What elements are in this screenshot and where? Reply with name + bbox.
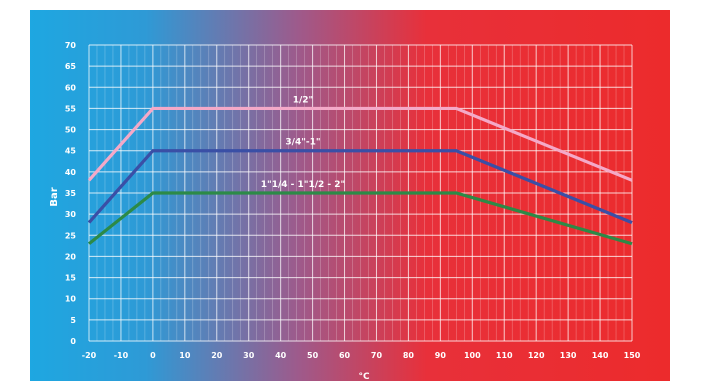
- x-tick-label: 80: [403, 351, 415, 360]
- series-label-3: 1"1/4 - 1"1/2 - 2": [261, 180, 345, 190]
- x-tick-label: 20: [211, 351, 223, 360]
- series-label-2: 3/4"-1": [285, 138, 320, 148]
- series-lines: [87, 106, 633, 246]
- series-line-1: [87, 106, 633, 182]
- series-labels: 1/2" 3/4"-1" 1"1/4 - 1"1/2 - 2": [261, 95, 345, 190]
- x-tick-labels: -20 -10 0 10 20 30 40 50 60 70 80 90 100 110 120 130 140…: [82, 351, 641, 360]
- x-tick-label: 100: [464, 351, 481, 360]
- y-tick-label: 35: [65, 189, 77, 198]
- y-tick-label: 60: [65, 83, 77, 92]
- x-tick-label: 40: [275, 351, 287, 360]
- y-tick-label: 15: [65, 274, 77, 283]
- series-line-2: [87, 149, 633, 225]
- y-tick-label: 65: [65, 62, 77, 71]
- y-tick-label: 30: [65, 210, 77, 219]
- y-axis-label: Bar: [49, 187, 60, 206]
- x-tick-label: 60: [339, 351, 351, 360]
- y-tick-label: 25: [65, 231, 77, 240]
- x-tick-label: 110: [496, 351, 513, 360]
- y-tick-label: 0: [70, 337, 76, 346]
- x-tick-label: -10: [114, 351, 129, 360]
- y-tick-label: 10: [65, 295, 77, 304]
- y-tick-label: 45: [65, 147, 77, 156]
- y-tick-label: 40: [65, 168, 77, 177]
- y-tick-labels: 0 5 10 15 20 25 30 35 40 45 50 55 60 65 70: [65, 41, 77, 346]
- x-tick-label: -20: [82, 351, 97, 360]
- x-tick-label: 0: [150, 351, 156, 360]
- x-axis-label: °C: [358, 372, 370, 381]
- y-tick-label: 20: [65, 252, 77, 261]
- x-tick-label: 90: [435, 351, 447, 360]
- x-tick-label: 120: [528, 351, 545, 360]
- y-tick-label: 5: [70, 316, 76, 325]
- x-tick-label: 140: [592, 351, 609, 360]
- series-line-3: [88, 191, 633, 246]
- y-tick-label: 70: [65, 41, 77, 50]
- x-tick-label: 70: [371, 351, 383, 360]
- y-tick-label: 50: [65, 126, 77, 135]
- series-label-1: 1/2": [293, 95, 314, 105]
- x-tick-label: 130: [560, 351, 577, 360]
- x-tick-label: 50: [307, 351, 319, 360]
- y-tick-label: 55: [65, 104, 77, 113]
- x-tick-label: 150: [624, 351, 641, 360]
- x-tick-label: 30: [243, 351, 255, 360]
- x-tick-label: 10: [179, 351, 191, 360]
